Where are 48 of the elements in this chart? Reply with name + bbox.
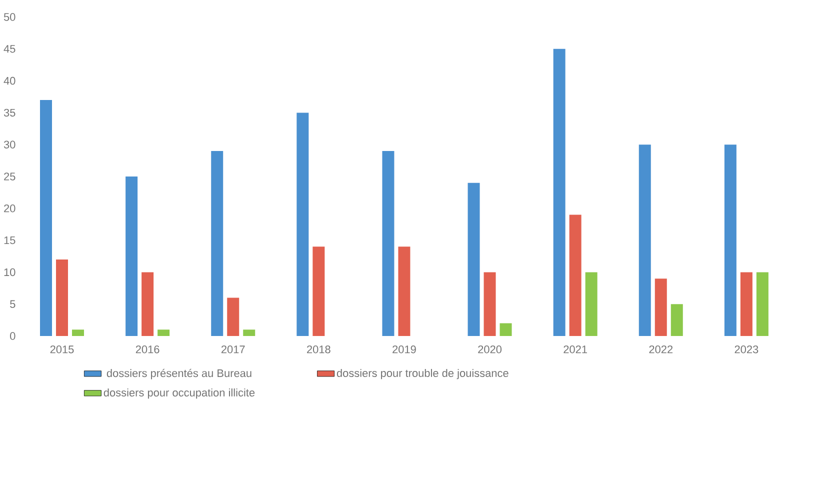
bar (468, 182, 480, 336)
bar (553, 48, 566, 336)
x-tick-label: 2023 (734, 346, 758, 354)
bar (72, 330, 84, 336)
bar (227, 298, 240, 336)
bar (142, 272, 154, 336)
bar (585, 272, 598, 336)
x-tick-label: 2020 (478, 346, 502, 354)
bar (724, 144, 736, 336)
y-tick-label: 25 (4, 172, 16, 180)
bar (484, 272, 496, 336)
bar (740, 272, 752, 336)
legend-label: dossiers présentés au Bureau (106, 368, 252, 380)
x-tick-label: 2017 (221, 346, 245, 354)
y-tick-label: 50 (4, 13, 16, 21)
y-tick-label: 0 (10, 332, 16, 340)
y-tick-label: 5 (10, 300, 16, 308)
bar (398, 246, 410, 336)
y-tick-label: 35 (4, 108, 16, 117)
y-tick-label: 30 (4, 140, 16, 148)
y-tick-label: 40 (4, 76, 16, 85)
y-tick-label: 10 (4, 268, 16, 276)
legend-label: dossiers pour trouble de jouissance (336, 368, 508, 380)
bar (211, 150, 224, 336)
bar (312, 246, 325, 336)
x-tick-label: 2021 (564, 346, 587, 354)
bar (638, 144, 651, 336)
x-tick-label: 2019 (392, 346, 416, 354)
y-tick-label: 15 (4, 236, 16, 244)
bar (243, 330, 256, 336)
bar (654, 278, 667, 336)
bar (670, 304, 683, 336)
bar (500, 323, 512, 336)
bar (756, 272, 768, 336)
bar (382, 150, 394, 336)
x-tick-label: 2015 (50, 346, 74, 354)
bar (126, 176, 138, 336)
bar (569, 214, 582, 336)
bar (40, 100, 52, 336)
bar (158, 330, 170, 336)
y-tick-label: 45 (4, 45, 16, 53)
x-tick-label: 2018 (307, 346, 330, 354)
y-tick-label: 20 (4, 204, 16, 212)
bar (56, 259, 68, 336)
bar (296, 112, 309, 336)
legend-label: dossiers pour occupation illicite (104, 388, 255, 399)
x-tick-label: 2016 (136, 346, 160, 354)
x-tick-label: 2022 (649, 346, 673, 354)
